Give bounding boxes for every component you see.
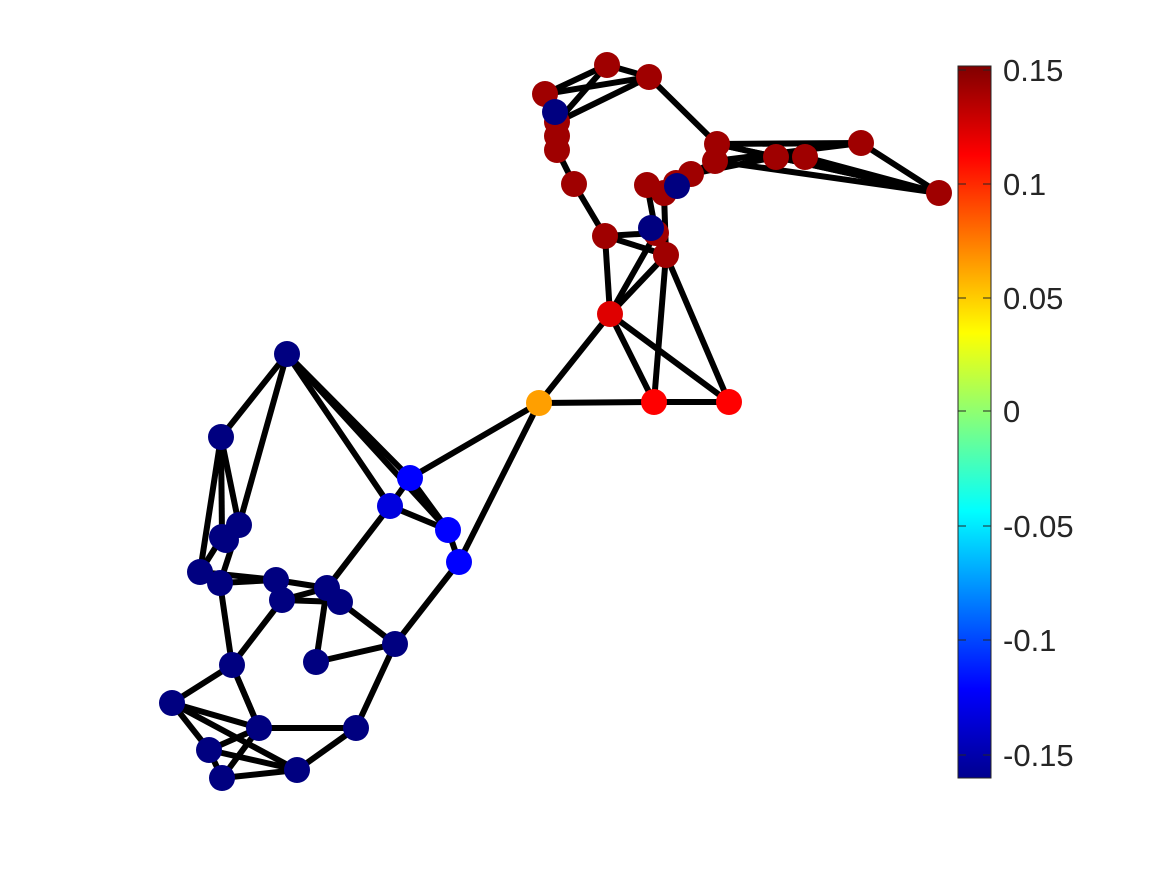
graph-edge bbox=[602, 235, 613, 315]
graph-edge bbox=[663, 253, 732, 404]
graph-edge bbox=[171, 700, 260, 731]
graph-edge bbox=[324, 504, 393, 590]
graph-node bbox=[702, 148, 728, 174]
colorbar-tick-label: 0.05 bbox=[1003, 281, 1063, 316]
graph-node bbox=[592, 223, 618, 249]
graph-edge bbox=[555, 74, 651, 125]
graph-edge bbox=[208, 747, 298, 773]
graph-node bbox=[848, 130, 874, 156]
colorbar-tick-label: 0.1 bbox=[1003, 167, 1046, 202]
graph-node bbox=[382, 631, 408, 657]
graph-node bbox=[526, 390, 552, 416]
graph-edge bbox=[690, 154, 777, 177]
graph-edge bbox=[538, 399, 655, 406]
graph-node bbox=[653, 242, 679, 268]
graph-node bbox=[597, 301, 623, 327]
graph-node bbox=[263, 567, 289, 593]
graph-edge bbox=[859, 140, 941, 196]
graph-node bbox=[641, 389, 667, 415]
colorbar-tick-label: -0.15 bbox=[1003, 738, 1074, 773]
graph-edge bbox=[608, 311, 731, 405]
graph-node bbox=[446, 549, 472, 575]
graph-edge bbox=[236, 353, 290, 526]
graph-node bbox=[246, 715, 272, 741]
graph-edge bbox=[229, 598, 285, 667]
colorbar: 0.15 0.1 0.05 0 -0.05 -0.1 -0.15 bbox=[957, 53, 1074, 779]
graph-edge bbox=[217, 582, 235, 666]
graph-node bbox=[208, 424, 234, 450]
graph-edge bbox=[218, 352, 290, 439]
graph-edge bbox=[544, 74, 650, 97]
graph-edge bbox=[651, 254, 669, 403]
graph-edge bbox=[170, 700, 299, 773]
graph-node bbox=[638, 215, 664, 241]
graph-node bbox=[303, 649, 329, 675]
graph-nodes bbox=[159, 52, 952, 791]
colorbar-ticks: 0.15 0.1 0.05 0 -0.05 -0.1 -0.15 bbox=[958, 53, 1074, 773]
graph-node bbox=[763, 144, 789, 170]
graph-node bbox=[219, 652, 245, 678]
graph-edge bbox=[315, 641, 396, 665]
graph-node bbox=[327, 589, 353, 615]
graph-node bbox=[213, 527, 239, 553]
graph-edge bbox=[646, 74, 720, 147]
graph-node bbox=[561, 171, 587, 197]
graph-node bbox=[594, 52, 620, 78]
colorbar-tick-label: 0.15 bbox=[1003, 53, 1063, 88]
colorbar-tick-label: 0 bbox=[1003, 394, 1020, 429]
colorbar-tick-label: -0.1 bbox=[1003, 623, 1056, 658]
graph-node bbox=[343, 715, 369, 741]
graph-edge bbox=[607, 252, 669, 317]
graph-edge bbox=[197, 436, 224, 573]
graph-node bbox=[187, 559, 213, 585]
colorbar-gradient bbox=[957, 65, 992, 779]
graph-edge bbox=[284, 352, 393, 508]
graph-edges bbox=[169, 62, 941, 781]
graph-node bbox=[634, 172, 660, 198]
graph-edge bbox=[804, 154, 940, 196]
graph-node bbox=[544, 137, 570, 163]
graph-edge bbox=[284, 351, 451, 533]
graph-edge bbox=[607, 231, 659, 316]
graph-node bbox=[542, 99, 568, 125]
graph-node bbox=[284, 757, 310, 783]
graph-node bbox=[926, 180, 952, 206]
graph-node bbox=[377, 493, 403, 519]
graph-edge bbox=[392, 560, 462, 646]
graph-node bbox=[792, 144, 818, 170]
graph-node bbox=[207, 570, 233, 596]
graph-node bbox=[159, 690, 185, 716]
graph-node bbox=[664, 173, 690, 199]
graph-node bbox=[274, 341, 300, 367]
graph-edge bbox=[607, 312, 657, 404]
colorbar-tick-label: -0.05 bbox=[1003, 509, 1074, 544]
graph-node bbox=[435, 517, 461, 543]
graph-edge bbox=[536, 312, 613, 405]
graph-node bbox=[269, 587, 295, 613]
graph-node bbox=[636, 64, 662, 90]
graph-node bbox=[209, 765, 235, 791]
graph-node bbox=[397, 465, 423, 491]
graph-edge bbox=[408, 400, 541, 481]
graph-edge bbox=[456, 401, 542, 564]
graph-node bbox=[716, 389, 742, 415]
graph-node bbox=[196, 737, 222, 763]
graph-edge bbox=[353, 642, 398, 730]
